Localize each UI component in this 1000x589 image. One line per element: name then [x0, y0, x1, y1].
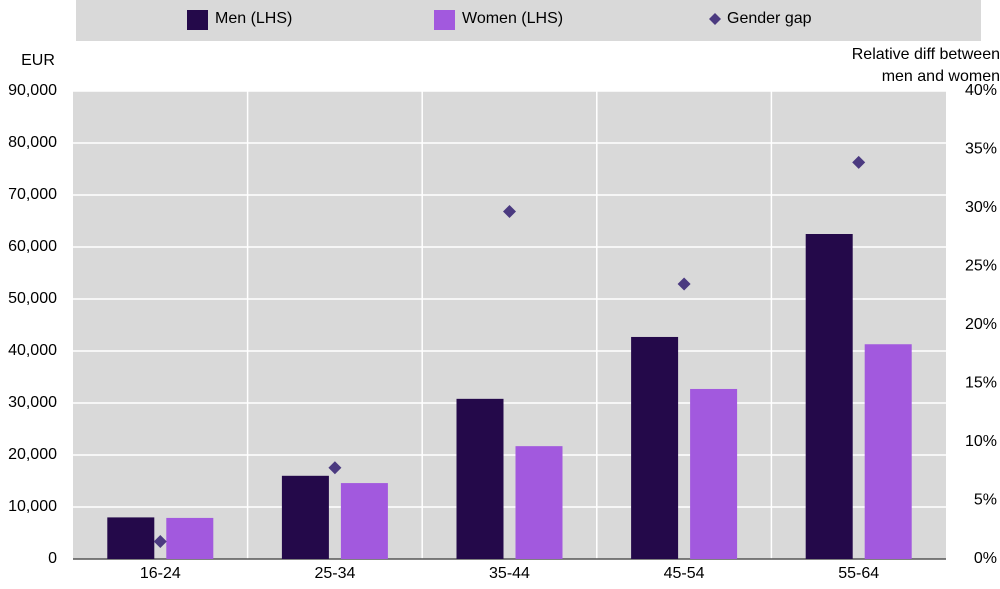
legend-swatch: [434, 10, 455, 30]
legend-label: Women (LHS): [462, 10, 563, 27]
y2-tick-label: 15%: [965, 375, 997, 392]
y2-tick-label: 0%: [974, 550, 997, 567]
bar: [805, 234, 853, 559]
legend-label: Gender gap: [727, 10, 812, 27]
gap-marker: [852, 155, 866, 169]
y2-tick-label: 25%: [965, 258, 997, 275]
y-tick-label: 90,000: [8, 82, 57, 99]
bar: [631, 336, 679, 559]
y2-tick-label: 40%: [965, 82, 997, 99]
legend-background: [76, 0, 981, 41]
y2-tick-label: 10%: [965, 433, 997, 450]
legend-label: Men (LHS): [215, 10, 292, 27]
y-tick-label: 60,000: [8, 238, 57, 255]
bar: [166, 517, 214, 559]
y-tick-label: 80,000: [8, 134, 57, 151]
y-tick-label: 0: [48, 550, 57, 567]
y-axis-title: EUR: [21, 52, 55, 69]
x-tick-label: 25-34: [314, 565, 355, 582]
y-tick-label: 10,000: [8, 498, 57, 515]
x-tick-label: 16-24: [140, 565, 181, 582]
bar: [281, 475, 329, 559]
y2-tick-label: 20%: [965, 316, 997, 333]
x-tick-label: 55-64: [838, 565, 879, 582]
bar: [107, 517, 155, 559]
bar: [340, 483, 388, 559]
legend-marker: [709, 13, 721, 25]
y2-axis-title: Relative diff between: [852, 46, 1000, 63]
plot-background: [73, 91, 946, 559]
y-tick-label: 40,000: [8, 342, 57, 359]
y2-axis-title: men and women: [882, 68, 1000, 85]
bar: [515, 446, 563, 559]
gap-marker: [677, 277, 691, 291]
y-tick-label: 70,000: [8, 186, 57, 203]
x-tick-label: 35-44: [489, 565, 530, 582]
y2-tick-label: 5%: [974, 492, 997, 509]
legend-swatch: [187, 10, 208, 30]
bar: [690, 388, 738, 559]
gap-marker: [328, 461, 342, 475]
y2-tick-label: 35%: [965, 141, 997, 158]
gap-marker: [153, 534, 167, 548]
y-tick-label: 50,000: [8, 290, 57, 307]
y2-tick-label: 30%: [965, 199, 997, 216]
gap-marker: [503, 205, 516, 219]
bar: [864, 344, 912, 559]
y-tick-label: 30,000: [8, 394, 57, 411]
bar: [456, 398, 504, 559]
x-tick-label: 45-54: [664, 565, 705, 582]
y-tick-label: 20,000: [8, 446, 57, 463]
